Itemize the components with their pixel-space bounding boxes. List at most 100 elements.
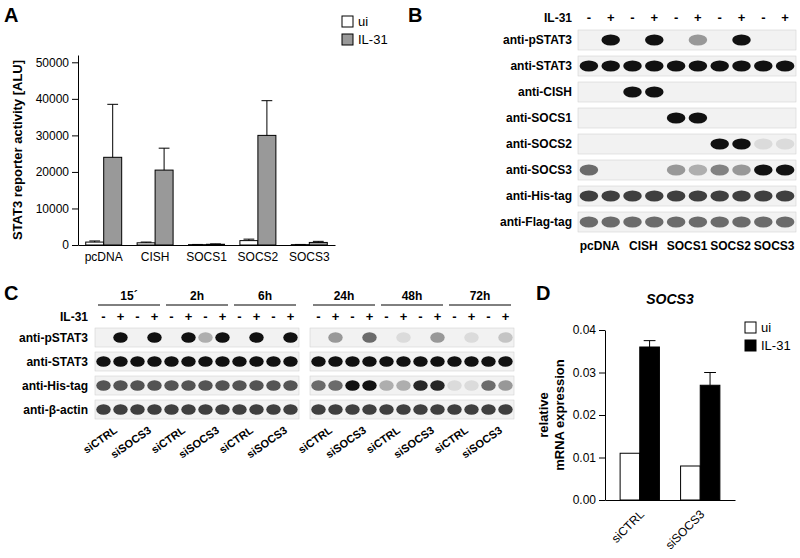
band <box>601 60 620 71</box>
error-bar <box>261 101 272 136</box>
tick-label: 20000 <box>36 165 70 179</box>
band <box>328 332 342 343</box>
band <box>113 404 127 415</box>
band <box>362 380 376 391</box>
band <box>667 112 686 123</box>
tick-mark <box>72 99 78 100</box>
band <box>667 190 686 201</box>
blot-strip <box>578 30 796 50</box>
band <box>164 356 178 367</box>
band <box>345 356 359 367</box>
band <box>328 380 342 391</box>
band <box>311 356 325 367</box>
bar <box>104 157 122 245</box>
band <box>130 404 144 415</box>
band <box>430 356 444 367</box>
blot-strip <box>310 352 514 371</box>
band <box>667 60 686 71</box>
blot-strip <box>578 134 796 154</box>
band <box>147 404 161 415</box>
time-underline <box>166 305 228 306</box>
tick: 40000 <box>36 92 78 106</box>
band <box>580 112 599 123</box>
legend-label: IL-31 <box>358 32 388 47</box>
band <box>667 86 686 97</box>
lane-sign: - <box>587 10 591 25</box>
band <box>249 356 263 367</box>
lane-sign: - <box>350 309 354 324</box>
row-label: anti-STAT3 <box>510 59 572 73</box>
band <box>283 332 297 343</box>
blot-strip <box>95 352 299 371</box>
lane-sign: - <box>101 309 105 324</box>
tick: 50000 <box>36 56 78 70</box>
band <box>215 404 229 415</box>
band <box>754 60 773 71</box>
time-underline <box>313 305 375 306</box>
band <box>147 356 161 367</box>
legend-label: ui <box>358 14 368 29</box>
legend-label: IL-31 <box>761 338 791 353</box>
band <box>498 404 512 415</box>
tick-mark <box>599 415 605 416</box>
band <box>601 190 620 201</box>
band <box>328 404 342 415</box>
lane-sign: + <box>117 309 125 324</box>
legend-swatch <box>342 16 353 27</box>
tick: 0.00 <box>573 493 605 507</box>
bar-panel: D0.000.010.020.030.04siCTRLsiSOCS3SOCS3r… <box>536 282 791 552</box>
band <box>754 216 773 227</box>
y-axis: 0.000.010.020.030.04 <box>573 323 606 507</box>
band <box>413 332 427 343</box>
lane-sign: - <box>135 309 139 324</box>
tick: SOCS3 <box>289 245 330 264</box>
time-underline <box>381 305 443 306</box>
band <box>481 380 495 391</box>
tick: 0.03 <box>573 366 605 380</box>
lane-sign: - <box>237 309 241 324</box>
error-line <box>164 148 165 170</box>
band <box>396 404 410 415</box>
tick-label: 10000 <box>36 202 70 216</box>
condition-label: siSOCS3 <box>459 424 504 460</box>
band <box>164 404 178 415</box>
error-cap <box>107 104 118 105</box>
band <box>130 332 144 343</box>
error-cap <box>89 240 100 241</box>
band <box>164 332 178 343</box>
band <box>379 332 393 343</box>
x-axis: siCTRLsiSOCS3 <box>606 500 736 552</box>
bar <box>640 347 660 500</box>
band <box>447 356 461 367</box>
bar <box>620 453 640 500</box>
band <box>689 138 708 149</box>
band <box>481 356 495 367</box>
lane-sign: + <box>287 309 295 324</box>
bar <box>240 241 258 245</box>
band <box>689 112 708 123</box>
band <box>667 138 686 149</box>
bar <box>291 244 309 245</box>
band <box>413 404 427 415</box>
tick-label: SOCS2 <box>238 250 279 264</box>
band <box>232 380 246 391</box>
y-axis-title: STAT3 reporter activity [ALU] <box>10 60 25 240</box>
band <box>379 404 393 415</box>
tick-label: pcDNA <box>85 250 123 264</box>
band <box>464 404 478 415</box>
band <box>710 86 729 97</box>
band <box>689 190 708 201</box>
band <box>754 164 773 175</box>
lane-sign: + <box>738 10 746 25</box>
lane-sign: + <box>651 10 659 25</box>
band <box>311 332 325 343</box>
tick-label: CISH <box>141 250 170 264</box>
band <box>362 356 376 367</box>
row-label: anti-SOCS2 <box>506 137 572 151</box>
time-underline <box>98 305 160 306</box>
time-label: 72h <box>470 289 491 303</box>
row-label: anti-Flag-tag <box>500 215 572 229</box>
lane-sign: - <box>630 10 634 25</box>
band <box>601 138 620 149</box>
band <box>601 164 620 175</box>
